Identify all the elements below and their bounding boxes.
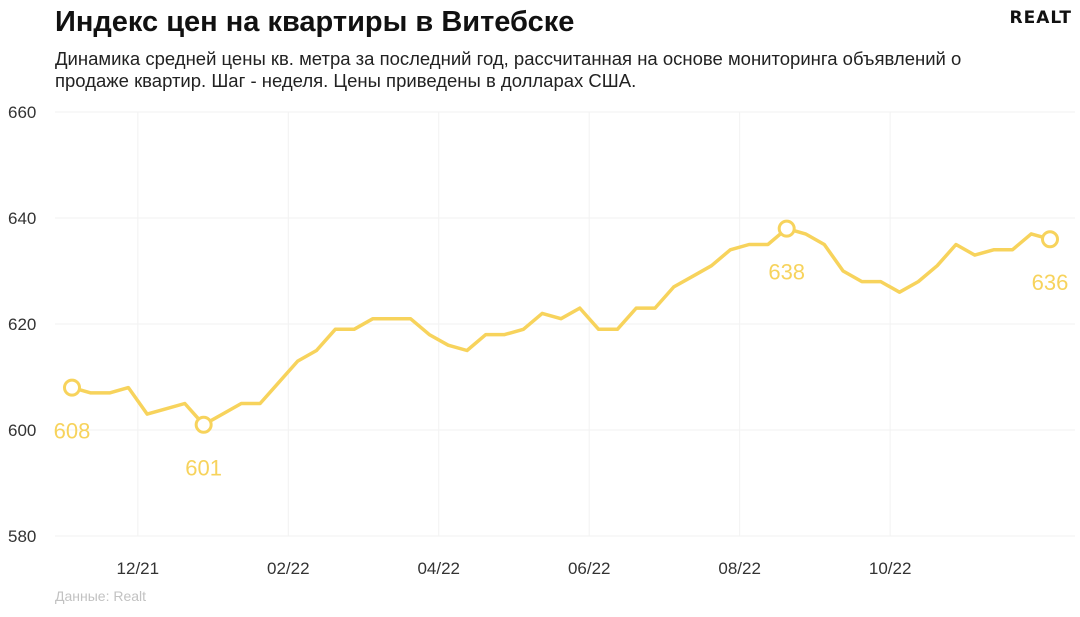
annotation-marker [194,415,213,434]
annotations-layer: 608 601 638 636 [54,219,1069,481]
data-source: Данные: Realt [55,588,147,604]
annotation-label: 636 [1032,270,1069,295]
y-axis: 580 600 620 640 660 [8,103,36,546]
y-tick-label: 640 [8,209,36,228]
chart-subtitle: Динамика средней цены кв. метра за после… [55,48,962,91]
price-series-line [70,226,1052,427]
x-tick-label: 12/21 [117,559,160,578]
chart-title: Индекс цен на квартиры в Витебске [55,6,575,38]
x-axis: 12/21 02/22 04/22 06/22 08/22 10/22 [117,559,912,578]
x-tick-label: 08/22 [718,559,761,578]
annotation-marker [777,219,796,238]
annotation-label: 601 [185,456,222,481]
y-tick-label: 600 [8,421,36,440]
grid-layer [55,111,1075,537]
realt-logo: REALT [1009,8,1072,28]
annotation-label: 608 [54,419,91,444]
annotation-label: 638 [768,260,805,285]
y-tick-label: 620 [8,315,36,334]
y-tick-label: 660 [8,103,36,122]
series-layer [70,226,1052,427]
annotation-marker [63,378,81,397]
x-tick-label: 10/22 [869,559,912,578]
annotation-marker [1041,230,1059,249]
x-tick-label: 04/22 [417,559,460,578]
x-tick-label: 06/22 [568,559,611,578]
x-tick-label: 02/22 [267,559,310,578]
y-tick-label: 580 [8,527,36,546]
